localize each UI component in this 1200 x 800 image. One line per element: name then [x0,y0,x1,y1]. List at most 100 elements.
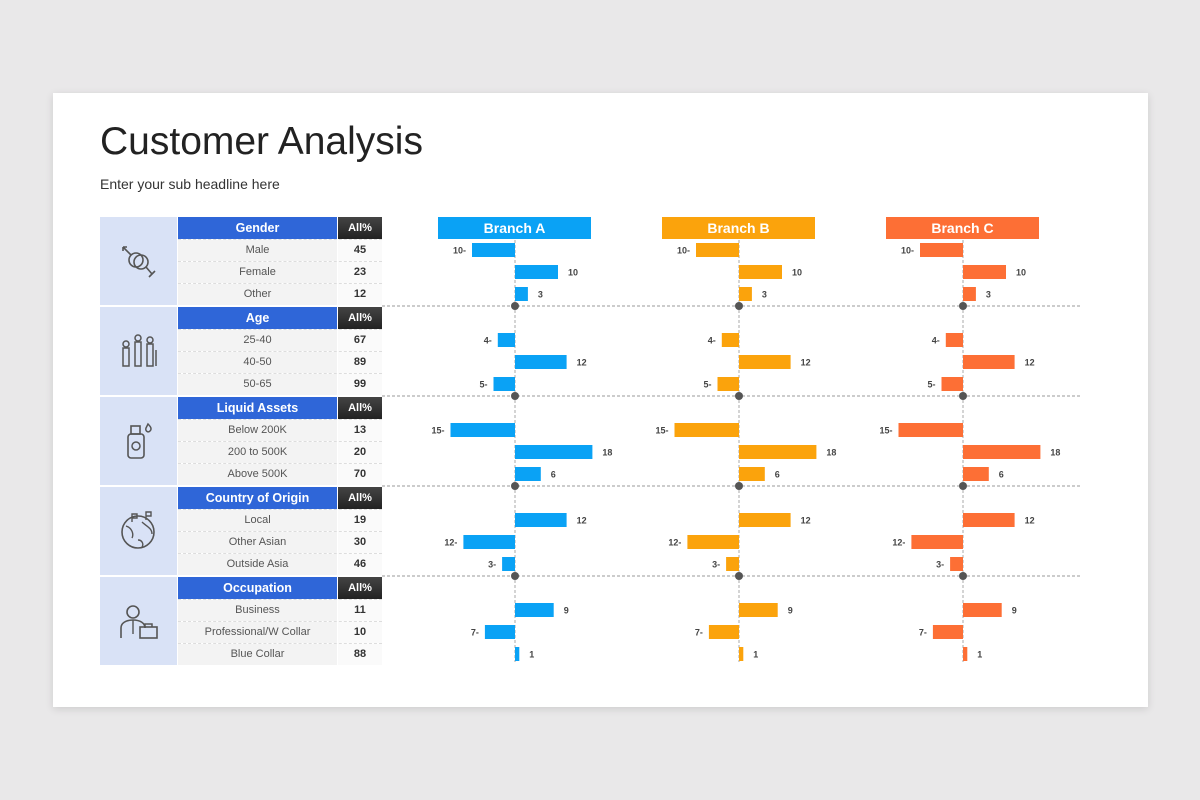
gender-icon [122,246,156,278]
row-label: Other [178,284,337,305]
bar-25-40 [945,333,963,347]
axis-dot [959,392,967,400]
bar-value-label: 15- [431,426,444,436]
row-all-value: 30 [338,532,382,553]
globe-icon [121,511,155,549]
bar-value-label: 9 [788,606,793,616]
table-row: Local 19 [178,509,382,531]
table-row: Other 12 [178,283,382,305]
bar-male [472,243,515,257]
bar-value-label: 4- [708,336,716,346]
bar-value-label: 12- [444,538,457,548]
table-row: Other Asian 30 [178,531,382,553]
bar-male [696,243,739,257]
bar-value-label: 6 [551,470,556,480]
row-all-value: 46 [338,554,382,575]
bar-above-500k [963,467,989,481]
row-all-value: 20 [338,442,382,463]
section-header: Occupation [178,577,337,599]
axis-dot [735,392,743,400]
section-age: Age All% 25-40 67 40-50 89 50-65 99 [100,307,382,395]
bar-value-label: 10- [453,246,466,256]
row-all-value: 13 [338,420,382,441]
bar-value-label: 9 [1012,606,1017,616]
bar-outside-asia [726,557,739,571]
row-label: Blue Collar [178,644,337,665]
bar-below-200k [674,423,739,437]
bar-value-label: 10- [677,246,690,256]
bar-40-50 [515,355,567,369]
bar-local [739,513,791,527]
axis-dot [511,572,519,580]
bar-value-label: 5- [703,380,711,390]
page-title: Customer Analysis [100,120,423,163]
row-all-value: 67 [338,330,382,351]
bar-value-label: 10- [901,246,914,256]
bar-value-label: 1 [977,650,982,660]
bar-value-label: 18 [1050,448,1060,458]
axis-dot [735,302,743,310]
axis-dot [735,572,743,580]
row-all-value: 23 [338,262,382,283]
bar-value-label: 10 [568,268,578,278]
bar-other [515,287,528,301]
bar-value-label: 12 [1025,516,1035,526]
bar-value-label: 10 [792,268,802,278]
bar-value-label: 4- [932,336,940,346]
table-row: 200 to 500K 20 [178,441,382,463]
bar-value-label: 18 [602,448,612,458]
all-percent-header: All% [338,487,382,509]
bar-other [963,287,976,301]
row-label: 25-40 [178,330,337,351]
bar-50-65 [941,377,963,391]
bar-value-label: 12 [1025,358,1035,368]
row-label: Business [178,600,337,621]
bar-other-asian [463,535,515,549]
table-row: 50-65 99 [178,373,382,395]
axis-dot [511,482,519,490]
bar-value-label: 12 [577,358,587,368]
axis-dot [959,482,967,490]
axis-dot [511,302,519,310]
bar-40-50 [739,355,791,369]
table-row: Outside Asia 46 [178,553,382,575]
icon-box [100,307,177,395]
row-all-value: 45 [338,240,382,261]
bar-local [515,513,567,527]
icon-box [100,577,177,665]
all-percent-header: All% [338,307,382,329]
bar-professional-w-collar [708,625,739,639]
page-subtitle: Enter your sub headline here [100,176,280,192]
row-label: Male [178,240,337,261]
bar-business [515,603,554,617]
bar-value-label: 6 [999,470,1004,480]
section-header: Liquid Assets [178,397,337,419]
bar-value-label: 12 [577,516,587,526]
bar-local [963,513,1015,527]
assets-bottle-icon [127,422,152,459]
bar-male [920,243,963,257]
bar-outside-asia [502,557,515,571]
bar-female [515,265,558,279]
axis-dot [959,302,967,310]
axis-dot [511,392,519,400]
bar-female [739,265,782,279]
row-label: Female [178,262,337,283]
table-row: Above 500K 70 [178,463,382,485]
row-all-value: 99 [338,374,382,395]
table-row: 40-50 89 [178,351,382,373]
bar-value-label: 10 [1016,268,1026,278]
row-all-value: 19 [338,510,382,531]
bar-value-label: 3 [762,290,767,300]
row-label: Local [178,510,337,531]
table-row: Male 45 [178,239,382,261]
bar-200-to-500k [963,445,1041,459]
row-all-value: 12 [338,284,382,305]
bar-value-label: 12 [801,358,811,368]
branch-header-2: Branch C [886,217,1039,239]
bar-value-label: 7- [471,628,479,638]
row-label: 50-65 [178,374,337,395]
bar-200-to-500k [739,445,817,459]
bar-50-65 [717,377,739,391]
